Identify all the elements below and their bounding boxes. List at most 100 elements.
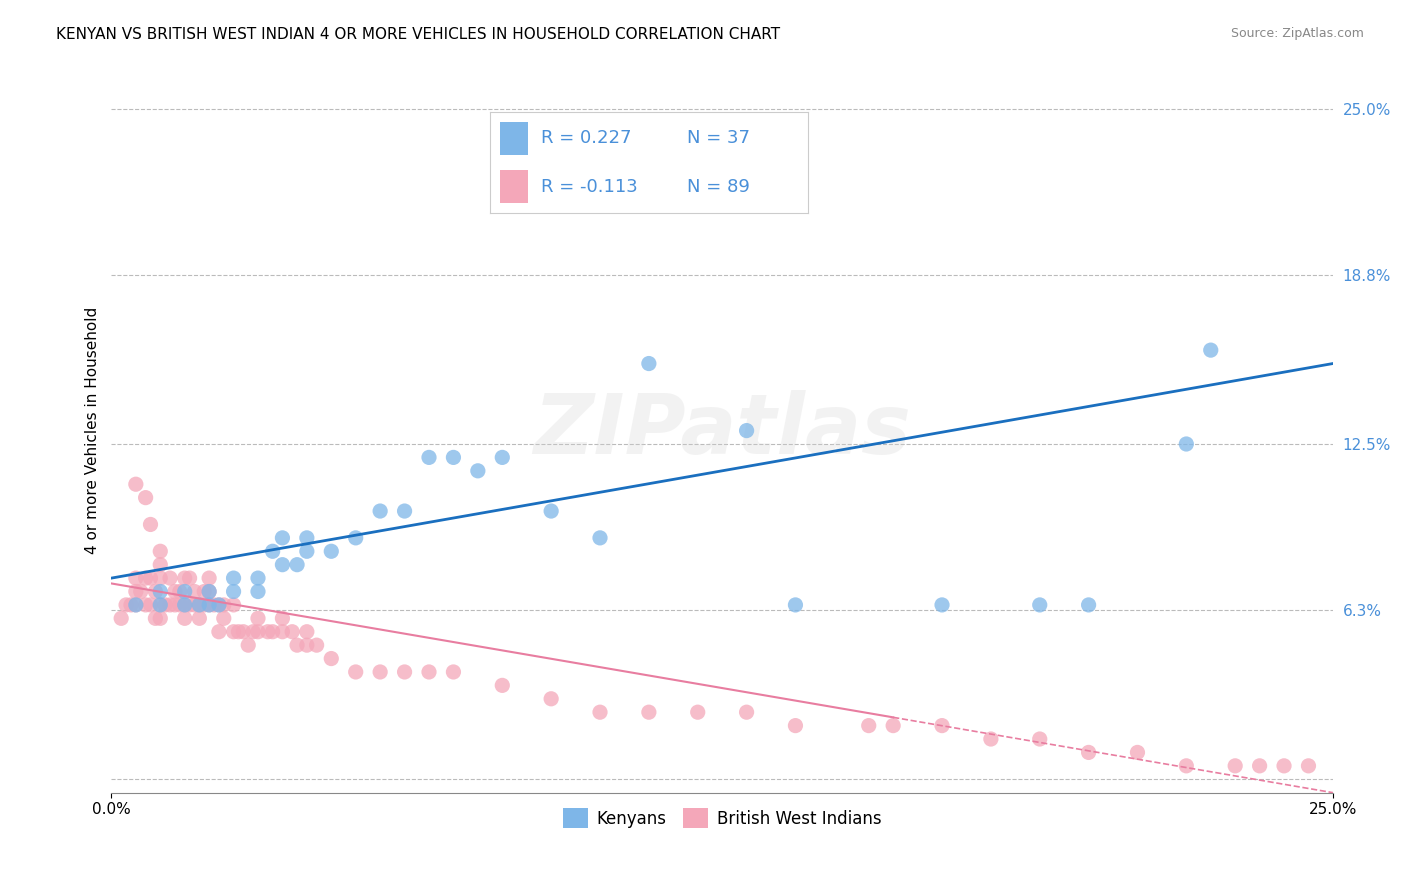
Point [173, 598, 195, 612]
Point [159, 571, 181, 585]
Legend: Kenyans, British West Indians: Kenyans, British West Indians [557, 801, 887, 835]
Point [344, 531, 367, 545]
Y-axis label: 4 or more Vehicles in Household: 4 or more Vehicles in Household [86, 307, 100, 554]
Point [637, 357, 659, 371]
Point [222, 624, 245, 639]
Point [238, 638, 260, 652]
Point [637, 705, 659, 719]
Point [368, 665, 391, 679]
Point [785, 718, 807, 732]
Point [149, 571, 172, 585]
Point [285, 638, 308, 652]
Point [153, 598, 176, 612]
Point [1126, 746, 1149, 760]
Point [149, 598, 172, 612]
Point [120, 598, 142, 612]
Point [1175, 437, 1198, 451]
Point [271, 531, 294, 545]
Text: ZIPatlas: ZIPatlas [533, 390, 911, 471]
Point [173, 611, 195, 625]
Point [129, 584, 152, 599]
Point [394, 504, 416, 518]
Point [115, 598, 138, 612]
Point [1077, 598, 1099, 612]
Point [149, 584, 172, 599]
Point [198, 571, 221, 585]
Point [305, 638, 328, 652]
Point [735, 705, 758, 719]
Point [368, 504, 391, 518]
Point [246, 611, 269, 625]
Point [285, 558, 308, 572]
Point [208, 598, 231, 612]
Point [193, 584, 215, 599]
Point [135, 571, 157, 585]
Point [295, 531, 318, 545]
Point [321, 651, 343, 665]
Point [125, 477, 148, 491]
Point [467, 464, 489, 478]
Point [198, 598, 221, 612]
Point [931, 598, 953, 612]
Point [262, 544, 284, 558]
Point [198, 584, 221, 599]
Point [246, 584, 269, 599]
Point [295, 544, 318, 558]
Point [295, 638, 318, 652]
Point [262, 624, 284, 639]
Point [198, 598, 221, 612]
Point [228, 624, 250, 639]
Point [125, 571, 148, 585]
Point [163, 584, 186, 599]
Point [169, 598, 191, 612]
Point [198, 584, 221, 599]
Point [242, 624, 264, 639]
Point [686, 705, 709, 719]
Point [344, 665, 367, 679]
Text: Source: ZipAtlas.com: Source: ZipAtlas.com [1230, 27, 1364, 40]
Point [183, 584, 205, 599]
Point [1225, 759, 1247, 773]
Point [173, 598, 195, 612]
Point [139, 571, 162, 585]
Point [281, 624, 304, 639]
Point [1077, 746, 1099, 760]
Point [188, 598, 211, 612]
Point [173, 571, 195, 585]
Point [135, 491, 157, 505]
Point [321, 544, 343, 558]
Point [980, 731, 1002, 746]
Point [179, 571, 201, 585]
Point [1272, 759, 1295, 773]
Point [145, 611, 167, 625]
Point [208, 598, 231, 612]
Point [271, 611, 294, 625]
Point [1029, 598, 1052, 612]
Point [222, 571, 245, 585]
Point [149, 598, 172, 612]
Point [418, 450, 440, 465]
Point [149, 544, 172, 558]
Point [246, 624, 269, 639]
Point [246, 571, 269, 585]
Point [1029, 731, 1052, 746]
Point [135, 598, 157, 612]
Point [188, 611, 211, 625]
Point [394, 665, 416, 679]
Point [208, 624, 231, 639]
Point [110, 611, 132, 625]
Point [418, 665, 440, 679]
Point [295, 624, 318, 639]
Point [441, 665, 464, 679]
Point [125, 598, 148, 612]
Point [735, 424, 758, 438]
Point [163, 598, 186, 612]
Point [540, 691, 562, 706]
Point [491, 678, 513, 692]
Point [139, 517, 162, 532]
Point [193, 598, 215, 612]
Point [179, 598, 201, 612]
Point [589, 531, 612, 545]
Point [785, 598, 807, 612]
Point [212, 611, 235, 625]
